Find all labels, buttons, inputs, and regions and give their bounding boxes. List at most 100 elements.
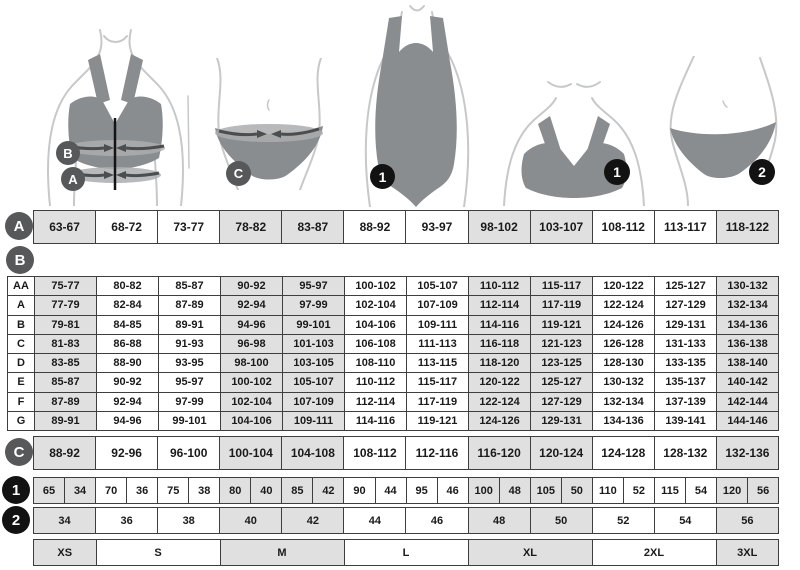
value-cell: 102-104 [220, 392, 282, 411]
value-cell: 120-124 [529, 437, 592, 469]
value-cell: 138-140 [716, 354, 778, 373]
value-cell: 99-101 [158, 411, 220, 430]
value-cell: 2XL [591, 540, 716, 565]
value-cell: 99-101 [282, 315, 344, 334]
bra-number-badge: 1 [604, 159, 630, 185]
value-cell: 113-117 [653, 211, 716, 243]
value-cell: 120-122 [592, 277, 654, 296]
value-cell: 50 [529, 508, 592, 533]
table-b-row: AA 75-77 80-82 85-87 90-92 95-97 100-102 105-10… [8, 277, 778, 296]
value-cell: 52 [622, 478, 654, 503]
value-cell: 129-131 [530, 411, 592, 430]
value-cell: 119-121 [530, 315, 592, 334]
value-cell: 110-112 [468, 277, 530, 296]
row-label-cell: F [8, 392, 34, 411]
value-cell: 89-91 [158, 315, 220, 334]
value-cell: 56 [747, 478, 779, 503]
table-b-row: C 81-83 86-88 91-93 96-98 101-103 106-108 111-1… [8, 333, 778, 353]
value-cell: 54 [684, 478, 716, 503]
value-cell: 130-132 [716, 277, 778, 296]
value-cell: XL [467, 540, 592, 565]
value-cell: 87-89 [158, 296, 220, 315]
value-cell: 104-108 [281, 437, 344, 469]
table-b-row: G 89-91 94-96 99-101 104-106 109-111 114-116 11… [8, 410, 778, 430]
value-cell: 85-87 [34, 373, 96, 392]
value-cell: 108-112 [591, 211, 654, 243]
table-b-row: D 83-85 88-90 93-95 98-100 103-105 108-110 113-… [8, 353, 778, 373]
value-cell: XS [34, 540, 96, 565]
table-b-row: E 85-87 90-92 95-97 100-102 105-107 110-112 115… [8, 372, 778, 392]
value-cell: 44 [374, 478, 406, 503]
value-cell: 142-144 [716, 392, 778, 411]
value-cell: 105 [529, 478, 561, 503]
value-cell: 109-111 [406, 315, 468, 334]
value-cell: 116-118 [468, 334, 530, 353]
value-cell: M [219, 540, 344, 565]
value-cell: 77-79 [34, 296, 96, 315]
value-cell: L [343, 540, 468, 565]
value-cell: 44 [343, 508, 405, 533]
measure-c-badge: C [226, 161, 251, 186]
value-cell: 103-105 [282, 354, 344, 373]
value-cell: 110-112 [344, 373, 406, 392]
value-cell: 42 [312, 478, 344, 503]
row-1-badge: 1 [2, 476, 30, 504]
value-cell: 100-104 [219, 437, 282, 469]
value-cell: 75-77 [34, 277, 96, 296]
bodysuit-number-badge: 1 [370, 164, 395, 189]
value-cell: 56 [715, 508, 778, 533]
value-cell: 133-135 [654, 354, 716, 373]
value-cell: 87-89 [34, 392, 96, 411]
row-1-table: 65 34 70 36 75 38 80 40 85 42 90 44 95 46 100 48 105 50 11… [33, 477, 779, 504]
value-cell: 92-94 [96, 392, 158, 411]
value-cell: 48 [498, 478, 530, 503]
value-cell: 40 [219, 508, 282, 533]
value-cell: 70 [95, 478, 126, 503]
value-cell: 94-96 [96, 411, 158, 430]
value-cell: 68-72 [95, 211, 157, 243]
value-cell: 97-99 [158, 392, 220, 411]
value-cell: 108-110 [344, 354, 406, 373]
row-label-cell: AA [8, 277, 34, 296]
value-cell: 86-88 [96, 334, 158, 353]
value-cell: 90 [343, 478, 374, 503]
value-cell: 115-117 [530, 277, 592, 296]
value-cell: 81-83 [34, 334, 96, 353]
value-cell: 110 [591, 478, 623, 503]
value-cell: 112-114 [344, 392, 406, 411]
value-cell: 108-112 [343, 437, 405, 469]
value-cell: 104-106 [220, 411, 282, 430]
row-label-cell: B [8, 315, 34, 334]
value-cell: 125-127 [530, 373, 592, 392]
value-cell: 136-138 [716, 334, 778, 353]
value-cell: 96-98 [220, 334, 282, 353]
value-cell: 40 [250, 478, 282, 503]
value-cell: 42 [281, 508, 344, 533]
value-cell: 38 [157, 508, 219, 533]
value-cell: 63-67 [34, 211, 96, 243]
value-cell: 91-93 [158, 334, 220, 353]
value-cell: 100 [467, 478, 499, 503]
value-cell: 102-104 [344, 296, 406, 315]
value-cell: 88-92 [34, 437, 96, 469]
value-cell: 34 [64, 478, 96, 503]
row-c-badge: C [5, 438, 33, 466]
value-cell: 118-120 [468, 354, 530, 373]
value-cell: 38 [188, 478, 219, 503]
value-cell: 84-85 [96, 315, 158, 334]
value-cell: 124-126 [592, 315, 654, 334]
measure-b-badge: B [56, 141, 80, 165]
value-cell: 95 [405, 478, 437, 503]
value-cell: 95-97 [282, 277, 344, 296]
value-cell: 107-109 [406, 296, 468, 315]
value-cell: 103-107 [529, 211, 592, 243]
measure-a-badge: A [61, 167, 85, 191]
value-cell: 115-117 [406, 373, 468, 392]
value-cell: 83-85 [34, 354, 96, 373]
value-cell: 130-132 [592, 373, 654, 392]
value-cell: 137-139 [654, 392, 716, 411]
value-cell: 107-109 [282, 392, 344, 411]
value-cell: 34 [34, 508, 96, 533]
value-cell: 124-126 [468, 411, 530, 430]
value-cell: 94-96 [220, 315, 282, 334]
